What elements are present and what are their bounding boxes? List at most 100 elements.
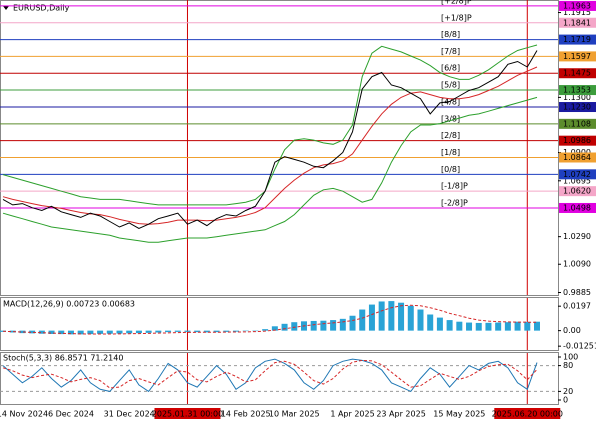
date-box xyxy=(494,408,561,419)
panel-frame xyxy=(0,352,559,405)
price-box xyxy=(559,102,596,113)
series-line xyxy=(2,358,538,393)
price-box xyxy=(559,34,596,45)
histogram-bar xyxy=(165,330,172,333)
y-tick-label: 20 xyxy=(563,387,573,396)
price-box-label: 1.1108 xyxy=(563,119,591,128)
histogram-bar xyxy=(48,330,55,334)
y-tick-label: 1.0695 xyxy=(563,176,591,185)
x-tick-label: 14 Feb 2025 xyxy=(221,410,271,419)
histogram-bar xyxy=(19,330,26,334)
series-line xyxy=(2,304,537,335)
price-box-label: 1.1841 xyxy=(563,18,591,27)
price-box-label: 1.1719 xyxy=(563,35,591,44)
level-label: [6/8] xyxy=(441,64,460,73)
series-line xyxy=(2,96,538,243)
histogram-bar xyxy=(233,330,240,332)
histogram-bar xyxy=(174,330,181,332)
histogram-bar xyxy=(184,330,191,332)
histogram-bar xyxy=(446,320,453,331)
x-tick-label: 23 Apr 2025 xyxy=(376,410,425,419)
y-tick-label: 1.0090 xyxy=(563,260,591,269)
histogram-bar xyxy=(407,305,414,331)
histogram-bar xyxy=(485,322,492,331)
histogram-bar xyxy=(155,330,162,333)
histogram-bar xyxy=(242,330,249,332)
panel-frame xyxy=(0,0,559,296)
histogram-bar xyxy=(77,330,84,335)
histogram-bar xyxy=(29,330,36,334)
histogram-bar xyxy=(388,301,395,331)
histogram-bar xyxy=(398,302,405,331)
price-box xyxy=(559,118,596,129)
y-tick-label: 0.9885 xyxy=(563,288,591,297)
x-tick-label: 10 Mar 2025 xyxy=(269,410,320,419)
histogram-bar xyxy=(320,320,327,331)
histogram-bar xyxy=(194,330,201,333)
histogram-bar xyxy=(466,322,473,331)
x-tick-label: 31 Dec 2024 xyxy=(104,410,155,419)
x-tick-label: 1 Apr 2025 xyxy=(330,410,374,419)
level-label: [1/8] xyxy=(441,148,460,157)
histogram-bar xyxy=(252,330,259,332)
histogram-bar xyxy=(135,330,142,334)
y-tick-label: 1.0290 xyxy=(563,232,591,241)
y-tick-label: 1.1915 xyxy=(563,8,591,17)
price-box-label: 1.0498 xyxy=(563,203,591,212)
histogram-bar xyxy=(330,320,337,331)
macd-title: MACD(12,26,9) 0.00723 0.00683 xyxy=(3,300,135,309)
histogram-bar xyxy=(223,330,230,332)
histogram-bar xyxy=(291,322,298,331)
x-tick-label: 6 Dec 2024 xyxy=(48,410,94,419)
price-box-label: 1.0986 xyxy=(563,136,591,145)
histogram-bar xyxy=(87,330,94,335)
y-tick-label: 0.00 xyxy=(563,326,581,335)
level-label: [-1/8]P xyxy=(441,182,468,191)
price-box xyxy=(559,85,596,96)
series-line xyxy=(2,359,538,389)
histogram-bar xyxy=(359,309,366,331)
series-line xyxy=(2,44,538,206)
level-label: [5/8] xyxy=(441,81,460,90)
histogram-bar xyxy=(339,318,346,331)
histogram-bar xyxy=(0,330,6,332)
histogram-bar xyxy=(310,320,317,331)
histogram-bar xyxy=(213,330,220,333)
price-box xyxy=(559,0,596,11)
histogram-bar xyxy=(262,329,269,331)
y-tick-label: 0.0197 xyxy=(563,302,591,311)
level-label: [7/8] xyxy=(441,47,460,56)
histogram-bar xyxy=(456,321,463,331)
x-tick-label: 15 May 2025 xyxy=(433,410,485,419)
price-box-label: 1.1230 xyxy=(563,103,591,112)
histogram-bar xyxy=(427,314,434,331)
price-box-label: 1.0742 xyxy=(563,170,591,179)
histogram-bar xyxy=(534,321,540,331)
price-box-label: 1.0864 xyxy=(563,153,591,162)
price-box xyxy=(559,17,596,28)
histogram-bar xyxy=(116,330,123,334)
price-box-label: 1.1475 xyxy=(563,69,591,78)
histogram-bar xyxy=(281,323,288,331)
price-box xyxy=(559,169,596,180)
level-label: [2/8] xyxy=(441,131,460,140)
price-box xyxy=(559,202,596,213)
price-box-label: 1.1353 xyxy=(563,86,591,95)
histogram-bar xyxy=(368,304,375,331)
histogram-bar xyxy=(417,309,424,331)
level-label: [3/8] xyxy=(441,114,460,123)
histogram-bar xyxy=(38,330,45,334)
price-box-label: 1.0620 xyxy=(563,187,591,196)
histogram-bar xyxy=(495,322,502,331)
price-box xyxy=(559,186,596,197)
histogram-bar xyxy=(475,322,482,331)
histogram-bar xyxy=(436,317,443,331)
histogram-bar xyxy=(271,326,278,331)
panel-frame xyxy=(0,297,559,351)
level-label: [+1/8]P xyxy=(441,13,472,22)
histogram-bar xyxy=(514,321,521,331)
level-label: [4/8] xyxy=(441,98,460,107)
price-box xyxy=(559,152,596,163)
x-tick-label: 2025.01.31 00:00 xyxy=(152,410,223,419)
